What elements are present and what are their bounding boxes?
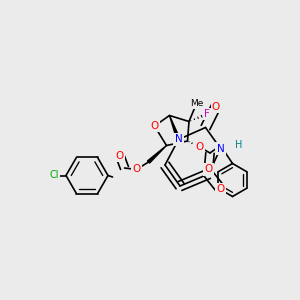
Text: O: O xyxy=(195,142,204,152)
Text: O: O xyxy=(132,164,141,175)
Text: O: O xyxy=(150,121,159,131)
Text: O: O xyxy=(212,101,220,112)
Text: Cl: Cl xyxy=(49,170,59,181)
Text: F: F xyxy=(204,109,210,119)
Text: H: H xyxy=(235,140,242,151)
Text: N: N xyxy=(175,134,182,145)
Text: O: O xyxy=(216,184,225,194)
Text: O: O xyxy=(204,164,213,175)
Text: N: N xyxy=(217,143,224,154)
Polygon shape xyxy=(148,146,166,163)
Text: O: O xyxy=(116,151,124,161)
Polygon shape xyxy=(169,116,180,140)
Text: Me: Me xyxy=(190,99,203,108)
